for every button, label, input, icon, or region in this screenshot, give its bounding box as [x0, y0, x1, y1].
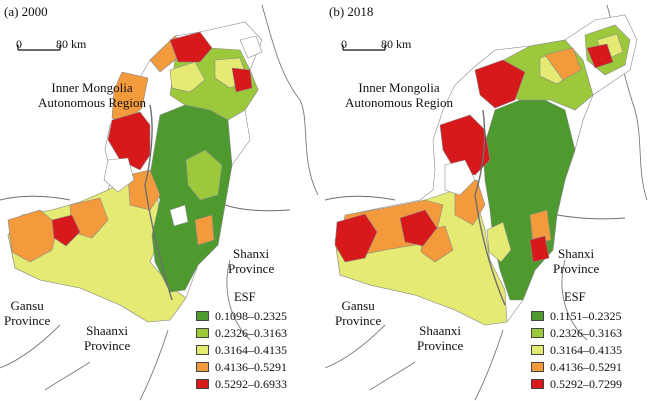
label-line: Province [84, 338, 131, 353]
legend-title: ESF [564, 290, 586, 304]
label-line: Gansu [341, 298, 375, 313]
river-lines [0, 4, 319, 401]
label-line: Gansu [10, 298, 44, 313]
county-choropleth-2000 [7, 21, 263, 323]
scale-zero: 0 [341, 37, 347, 51]
province-boundaries [325, 109, 626, 306]
label-line: Inner Mongolia [358, 80, 440, 95]
legend-label: 0.1098–0.2325 [215, 309, 287, 323]
legend-swatch [196, 345, 209, 355]
label-inner-mongolia: Inner Mongolia Autonomous Region [38, 80, 146, 110]
legend-swatch [196, 379, 209, 389]
label-line: Province [417, 338, 464, 353]
label-line: Province [553, 261, 600, 276]
legend-label: 0.4136–0.5291 [215, 360, 287, 374]
panel-title: (a) 2000 [4, 4, 48, 19]
panel-title: (b) 2018 [329, 4, 374, 19]
map-canvas-2018 [325, 4, 648, 401]
label-line: Autonomous Region [345, 95, 453, 110]
label-line: Province [335, 313, 382, 328]
legend-label: 0.3164–0.4135 [550, 343, 622, 357]
map-panel-2018: (b) 2018 0 80 km Inner Mongolia Autonomo… [325, 0, 650, 401]
county-choropleth-2018 [334, 14, 638, 326]
legend-label: 0.2326–0.3163 [550, 326, 622, 340]
legend-swatch [531, 362, 544, 372]
label-shanxi: Shanxi Province [553, 246, 599, 276]
legend-swatch [196, 311, 209, 321]
map-canvas-2000 [0, 4, 319, 401]
legend-swatch [196, 328, 209, 338]
label-line: Province [228, 261, 275, 276]
label-line: Shanxi [233, 246, 270, 261]
label-shaanxi: Shaanxi Province [417, 323, 463, 353]
label-gansu: Gansu Province [335, 298, 381, 328]
legend-swatch [531, 311, 544, 321]
legend-label: 0.5292–0.6933 [215, 377, 287, 391]
label-line: Shanxi [558, 246, 595, 261]
label-line: Shaanxi [86, 323, 129, 338]
label-line: Autonomous Region [38, 95, 146, 110]
legend-label: 0.3164–0.4135 [215, 343, 287, 357]
label-line: Shaanxi [419, 323, 462, 338]
scale-bar [342, 45, 386, 51]
label-gansu: Gansu Province [4, 298, 50, 328]
scale-length: 80 km [381, 37, 412, 51]
label-shaanxi: Shaanxi Province [84, 323, 130, 353]
label-line: Province [4, 313, 51, 328]
scale-length: 80 km [56, 37, 87, 51]
scale-zero: 0 [16, 37, 22, 51]
legend-label: 0.2326–0.3163 [215, 326, 287, 340]
legend-label: 0.1151–0.2325 [550, 309, 622, 323]
map-panel-2000: (a) 2000 0 80 km Inner Mongolia Autonomo… [0, 4, 319, 401]
legend-label: 0.5292–0.7299 [550, 377, 622, 391]
province-boundaries [0, 104, 291, 301]
label-line: Inner Mongolia [51, 80, 133, 95]
legend-swatch [531, 345, 544, 355]
legend-swatch [531, 328, 544, 338]
legend-swatch [531, 379, 544, 389]
label-inner-mongolia: Inner Mongolia Autonomous Region [345, 80, 453, 110]
legend-title: ESF [234, 290, 256, 304]
legend-label: 0.4136–0.5291 [550, 360, 622, 374]
legend-swatch [196, 362, 209, 372]
label-shanxi: Shanxi Province [228, 246, 274, 276]
scale-bar [17, 45, 61, 51]
